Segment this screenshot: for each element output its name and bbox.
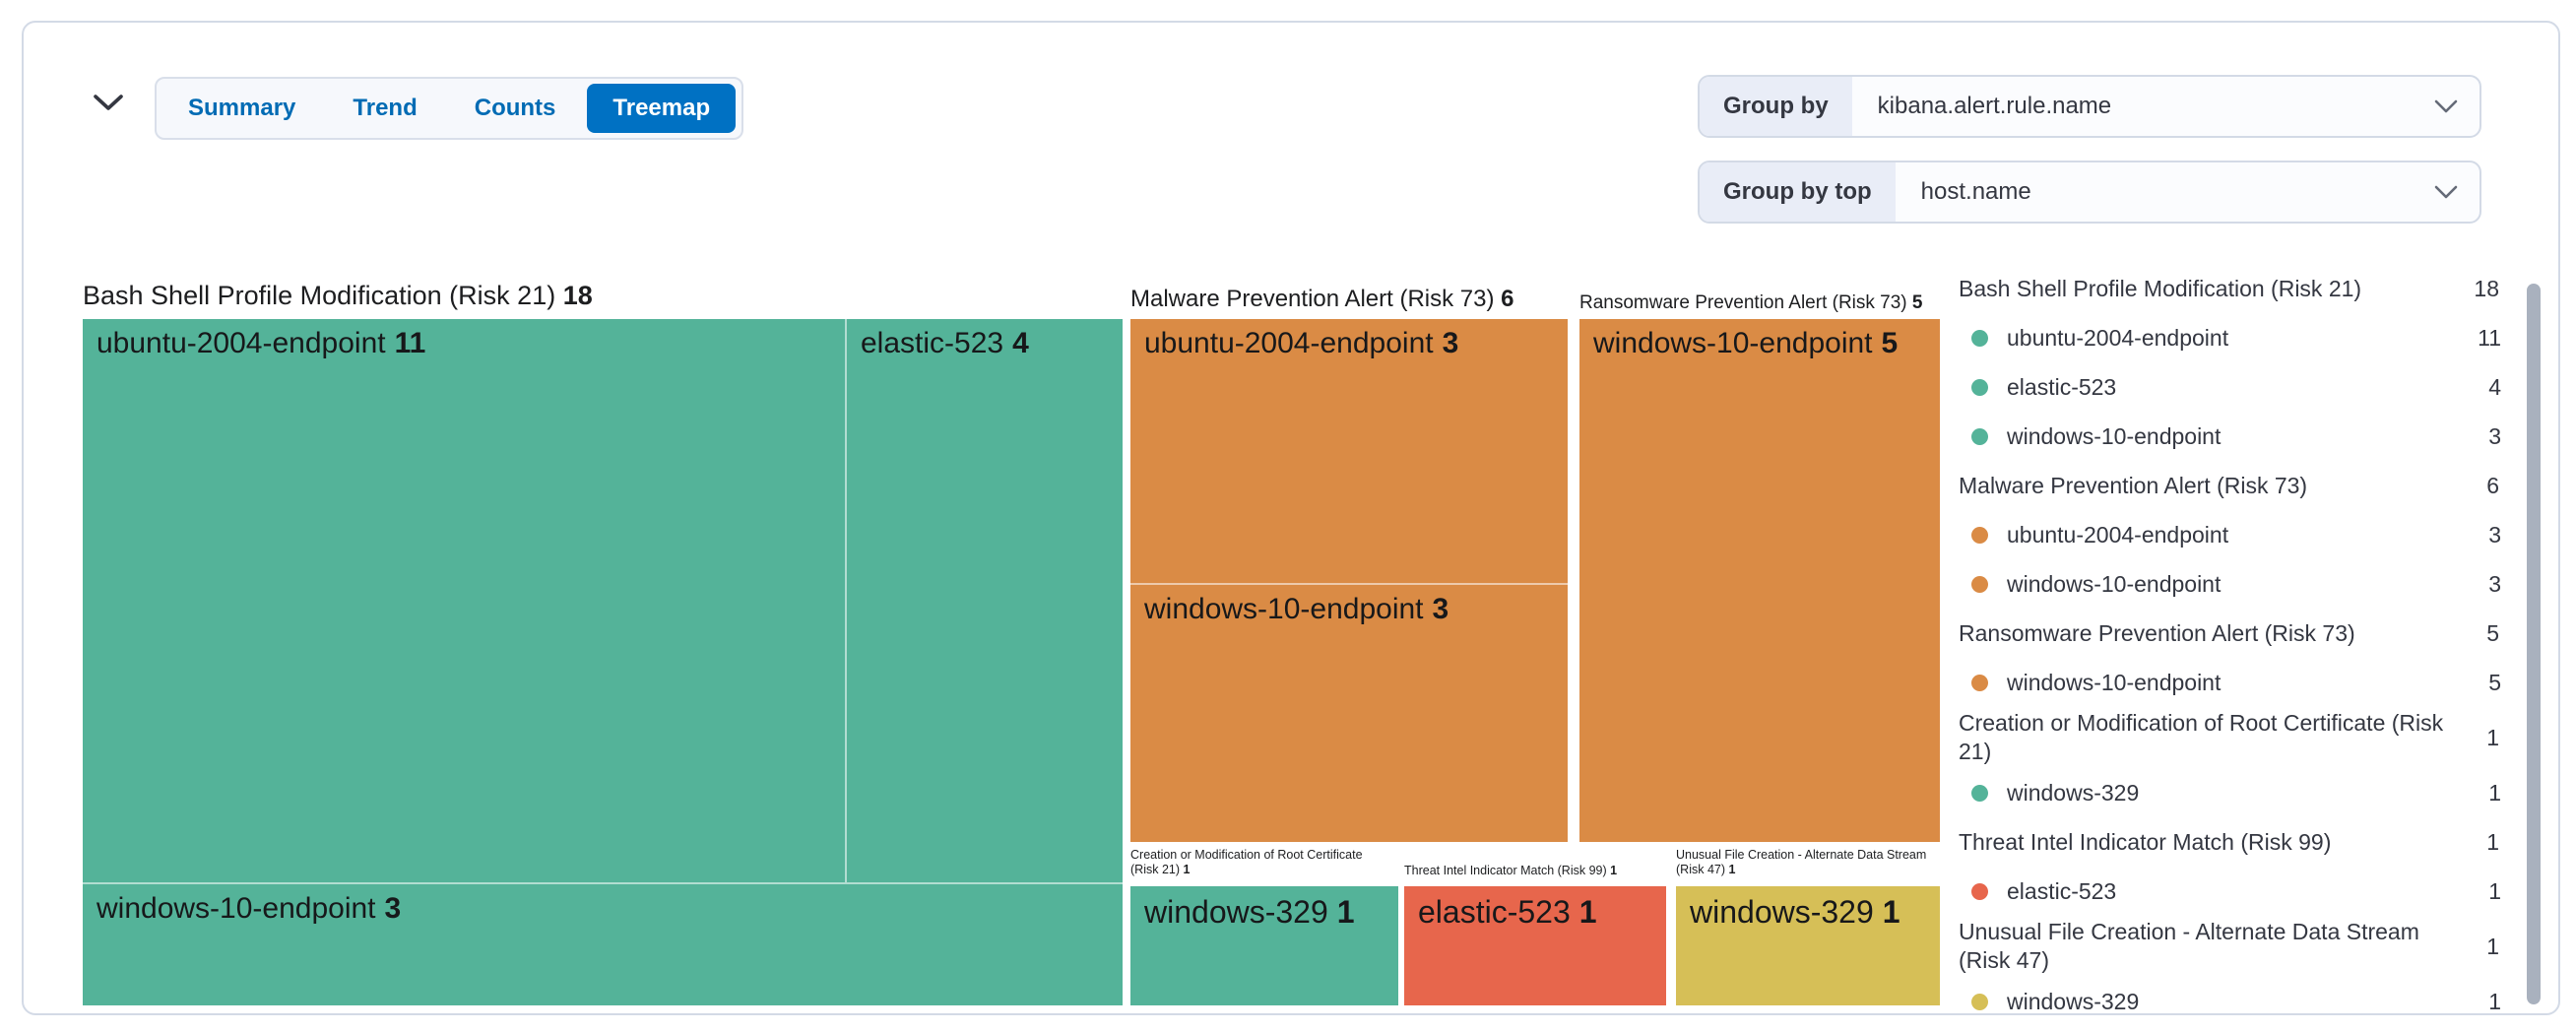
legend-host-count: 1 bbox=[2488, 988, 2501, 1014]
legend-rule-name: Unusual File Creation - Alternate Data S… bbox=[1959, 919, 2419, 973]
legend-rule-count: 1 bbox=[2486, 724, 2499, 750]
legend-host-row[interactable]: ubuntu-2004-endpoint 11 bbox=[1959, 313, 2501, 362]
legend-host-name: windows-10-endpoint bbox=[2007, 669, 2222, 695]
legend-rule-row[interactable]: Creation or Modification of Root Certifi… bbox=[1959, 707, 2501, 768]
legend-host-count: 3 bbox=[2488, 422, 2501, 449]
group-by-top-select[interactable]: Group by top host.name bbox=[1698, 161, 2481, 224]
treemap-tile[interactable]: windows-10-endpoint 5 bbox=[1579, 319, 1940, 842]
legend-rule-name: Ransomware Prevention Alert (Risk 73) bbox=[1959, 619, 2355, 646]
legend-color-dot bbox=[1971, 378, 1988, 396]
treemap-tile[interactable]: elastic-523 1 bbox=[1404, 886, 1666, 1005]
legend-host-count: 1 bbox=[2488, 779, 2501, 806]
tab-counts[interactable]: Counts bbox=[449, 84, 582, 133]
legend-color-dot bbox=[1971, 674, 1988, 691]
treemap-group-title: Ransomware Prevention Alert (Risk 73) 5 bbox=[1579, 292, 1923, 313]
treemap-tile[interactable]: windows-10-endpoint 3 bbox=[83, 882, 1123, 1005]
chevron-down-icon bbox=[93, 94, 124, 114]
legend-rule-name: Threat Intel Indicator Match (Risk 99) bbox=[1959, 828, 2332, 855]
legend-rule-name: Bash Shell Profile Modification (Risk 21… bbox=[1959, 275, 2362, 301]
legend-host-row[interactable]: windows-10-endpoint 5 bbox=[1959, 658, 2501, 707]
tab-summary[interactable]: Summary bbox=[162, 84, 321, 133]
legend-rule-row[interactable]: Unusual File Creation - Alternate Data S… bbox=[1959, 916, 2501, 977]
group-by-top-label: Group by top bbox=[1700, 162, 1896, 222]
legend-scrollbar-thumb[interactable] bbox=[2527, 284, 2541, 1004]
legend-host-name: ubuntu-2004-endpoint bbox=[2007, 324, 2229, 351]
legend-rule-name: Creation or Modification of Root Certifi… bbox=[1959, 710, 2444, 764]
alerts-treemap-chart: Bash Shell Profile Modification (Risk 21… bbox=[24, 23, 2558, 1013]
legend-host-name: windows-10-endpoint bbox=[2007, 422, 2222, 449]
group-by-select[interactable]: Group by kibana.alert.rule.name bbox=[1698, 75, 2481, 138]
legend-color-dot bbox=[1971, 882, 1988, 900]
legend-color-dot bbox=[1971, 993, 1988, 1010]
treemap-tile[interactable]: ubuntu-2004-endpoint 3 bbox=[1130, 319, 1568, 583]
treemap-tile[interactable]: windows-329 1 bbox=[1676, 886, 1940, 1005]
tab-treemap[interactable]: Treemap bbox=[587, 84, 737, 133]
view-selector-button-group: Summary Trend Counts Treemap bbox=[155, 77, 744, 140]
legend-host-row[interactable]: ubuntu-2004-endpoint 3 bbox=[1959, 510, 2501, 559]
legend-color-dot bbox=[1971, 427, 1988, 445]
legend-color-dot bbox=[1971, 784, 1988, 802]
treemap-group-title: Unusual File Creation - Alternate Data S… bbox=[1676, 848, 1927, 876]
legend-host-count: 4 bbox=[2488, 373, 2501, 400]
legend-rule-count: 18 bbox=[2474, 275, 2499, 301]
treemap-group-title: Bash Shell Profile Modification (Risk 21… bbox=[83, 281, 593, 310]
legend-rule-row[interactable]: Ransomware Prevention Alert (Risk 73) 5 bbox=[1959, 609, 2501, 658]
alerts-panel: Summary Trend Counts Treemap Group by ki… bbox=[22, 21, 2560, 1015]
legend-color-dot bbox=[1971, 526, 1988, 544]
chevron-down-icon bbox=[2434, 77, 2479, 136]
legend-host-name: windows-329 bbox=[2007, 988, 2140, 1014]
legend-rule-name: Malware Prevention Alert (Risk 73) bbox=[1959, 472, 2308, 498]
treemap-group-title: Creation or Modification of Root Certifi… bbox=[1130, 848, 1363, 876]
treemap-tile[interactable]: windows-10-endpoint 3 bbox=[1130, 583, 1568, 842]
legend-host-row[interactable]: windows-10-endpoint 3 bbox=[1959, 412, 2501, 461]
legend-host-row[interactable]: elastic-523 1 bbox=[1959, 867, 2501, 916]
legend-rule-count: 5 bbox=[2486, 619, 2499, 646]
legend-host-row[interactable]: windows-10-endpoint 3 bbox=[1959, 559, 2501, 609]
group-by-value: kibana.alert.rule.name bbox=[1877, 93, 2112, 119]
legend-host-row[interactable]: elastic-523 4 bbox=[1959, 362, 2501, 412]
legend-host-count: 3 bbox=[2488, 570, 2501, 597]
legend-host-name: windows-10-endpoint bbox=[2007, 570, 2222, 597]
group-by-top-value: host.name bbox=[1920, 178, 2031, 205]
chevron-down-icon bbox=[2434, 162, 2479, 222]
legend-host-row[interactable]: windows-329 1 bbox=[1959, 977, 2501, 1026]
legend-host-row[interactable]: windows-329 1 bbox=[1959, 768, 2501, 817]
legend-rule-count: 1 bbox=[2486, 828, 2499, 855]
legend-host-count: 5 bbox=[2488, 669, 2501, 695]
legend-rule-row[interactable]: Threat Intel Indicator Match (Risk 99) 1 bbox=[1959, 817, 2501, 867]
treemap-tile[interactable]: elastic-523 4 bbox=[845, 319, 1123, 882]
legend-host-name: elastic-523 bbox=[2007, 877, 2117, 904]
legend-color-dot bbox=[1971, 329, 1988, 347]
treemap-tile[interactable]: windows-329 1 bbox=[1130, 886, 1398, 1005]
legend: Bash Shell Profile Modification (Risk 21… bbox=[1959, 264, 2501, 1026]
treemap-group-title: Malware Prevention Alert (Risk 73) 6 bbox=[1130, 286, 1514, 312]
collapse-panel-button[interactable] bbox=[87, 82, 130, 125]
legend-host-count: 1 bbox=[2488, 877, 2501, 904]
legend-host-count: 11 bbox=[2478, 324, 2501, 351]
legend-host-count: 3 bbox=[2488, 521, 2501, 548]
tab-trend[interactable]: Trend bbox=[327, 84, 442, 133]
legend-host-name: elastic-523 bbox=[2007, 373, 2117, 400]
treemap-group-title: Threat Intel Indicator Match (Risk 99) 1 bbox=[1404, 864, 1618, 877]
treemap-tile[interactable]: ubuntu-2004-endpoint 11 bbox=[83, 319, 845, 882]
legend-rule-count: 6 bbox=[2486, 472, 2499, 498]
legend-rule-row[interactable]: Malware Prevention Alert (Risk 73) 6 bbox=[1959, 461, 2501, 510]
legend-rule-count: 1 bbox=[2486, 933, 2499, 959]
legend-host-name: ubuntu-2004-endpoint bbox=[2007, 521, 2229, 548]
legend-color-dot bbox=[1971, 575, 1988, 593]
group-by-label: Group by bbox=[1700, 77, 1852, 136]
legend-rule-row[interactable]: Bash Shell Profile Modification (Risk 21… bbox=[1959, 264, 2501, 313]
legend-host-name: windows-329 bbox=[2007, 779, 2140, 806]
